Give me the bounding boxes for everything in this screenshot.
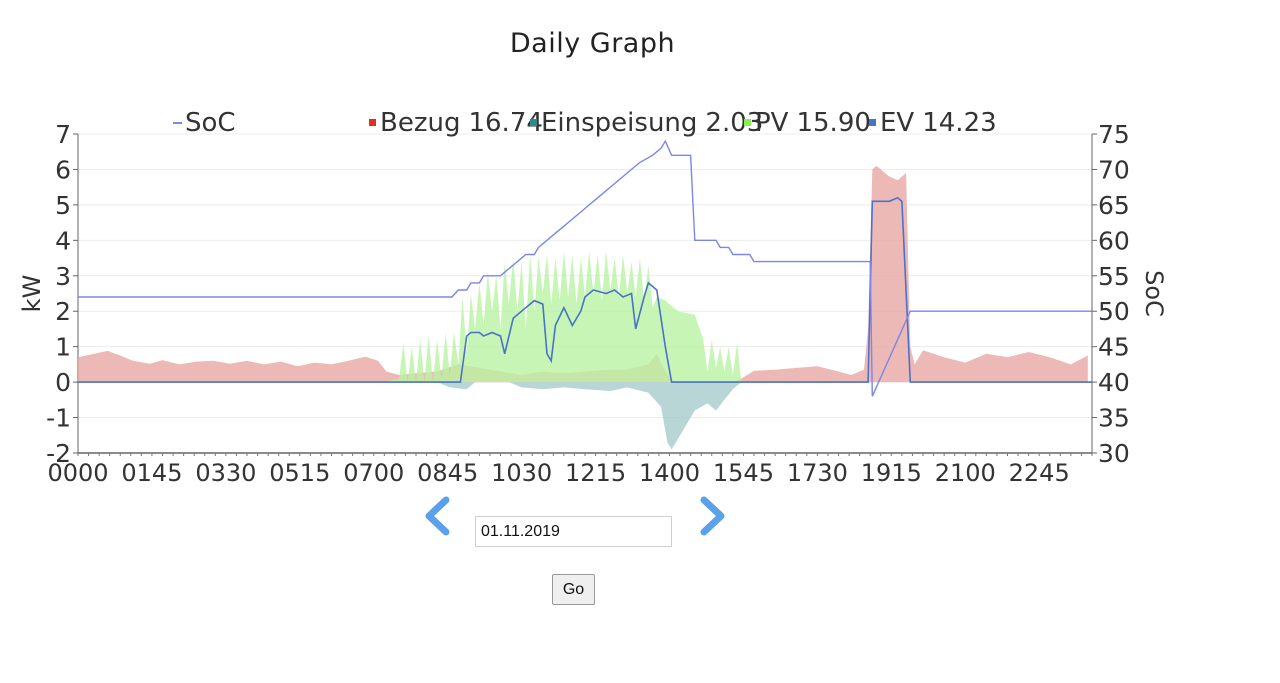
y2-tick-label: 55 [1098, 262, 1130, 291]
legend-label-soc: SoC [185, 108, 236, 138]
chevron-left-icon [425, 496, 450, 536]
previous-day-button[interactable] [420, 496, 454, 536]
x-tick-label: 1915 [861, 459, 922, 487]
x-tick-label: 0515 [269, 459, 330, 487]
legend-item-pv: PV 15.90 [755, 108, 871, 138]
y-tick-label: 4 [55, 226, 71, 255]
x-tick-label: 0330 [195, 459, 256, 487]
x-tick-label: 1030 [491, 459, 552, 487]
y2-tick-label: 60 [1098, 226, 1130, 255]
x-tick-label: 2245 [1009, 459, 1070, 487]
date-input[interactable] [475, 516, 672, 547]
legend-label: EV [880, 108, 914, 138]
legend-value: 15.90 [796, 108, 870, 138]
legend-item-einspeisung: Einspeisung 2.03 [541, 108, 763, 138]
legend-label: PV [755, 108, 789, 138]
legend-item-ev: EV 14.23 [880, 108, 997, 138]
y-tick-label: -1 [46, 404, 71, 433]
legend-label: Bezug [380, 108, 460, 138]
legend-value: 2.03 [705, 108, 763, 138]
y2-axis-label: SoC [1140, 270, 1168, 317]
y-axis-label: kW [18, 275, 46, 313]
chevron-right-icon [700, 496, 725, 536]
x-tick-label: 2100 [935, 459, 996, 487]
y-tick-label: 1 [55, 333, 71, 362]
x-tick-label: 0000 [47, 459, 108, 487]
x-tick-label: 0845 [417, 459, 478, 487]
y2-tick-label: 75 [1098, 120, 1130, 149]
y-tick-label: 7 [55, 120, 71, 149]
y-tick-label: -2 [46, 439, 71, 468]
y-tick-label: 2 [55, 297, 71, 326]
series-area-pv [382, 251, 750, 383]
series-line-ev [78, 196, 1092, 383]
series-area-einspeisung [437, 382, 742, 450]
x-tick-label: 1545 [713, 459, 774, 487]
x-tick-label: 1215 [565, 459, 626, 487]
legend-marker-pv [744, 119, 751, 126]
series-line-soc [78, 139, 1092, 397]
go-button[interactable]: Go [552, 574, 595, 605]
y-tick-label: 5 [55, 191, 71, 220]
page-title: Daily Graph [509, 28, 676, 59]
y2-tick-label: 70 [1098, 155, 1130, 184]
y2-tick-label: 35 [1098, 404, 1130, 433]
x-tick-label: 0700 [343, 459, 404, 487]
legend-marker-bezug [369, 119, 376, 126]
y-tick-label: 3 [55, 262, 71, 291]
legend-value: 14.23 [922, 108, 996, 138]
y2-tick-label: 65 [1098, 191, 1130, 220]
x-tick-label: 1730 [787, 459, 848, 487]
legend-label: Einspeisung [541, 108, 697, 138]
y2-tick-label: 50 [1098, 297, 1130, 326]
y2-tick-label: 40 [1098, 368, 1130, 397]
y-tick-label: 0 [55, 368, 71, 397]
y2-tick-label: 45 [1098, 333, 1130, 362]
legend-marker-ev [869, 119, 876, 126]
next-day-button[interactable] [696, 496, 730, 536]
x-tick-label: 1400 [639, 459, 700, 487]
y2-tick-label: 30 [1098, 439, 1130, 468]
x-tick-label: 0145 [121, 459, 182, 487]
y-tick-label: 6 [55, 155, 71, 184]
legend-marker-einspeisung [530, 119, 537, 126]
series-area-bezug [78, 165, 1088, 383]
